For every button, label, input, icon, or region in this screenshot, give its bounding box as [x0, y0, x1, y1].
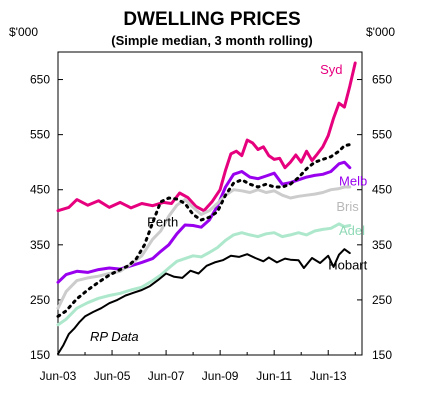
series-lines	[56, 61, 357, 355]
plot-area-frame	[57, 51, 363, 356]
series-line-perth	[56, 143, 352, 318]
x-tick-label: Jun-11	[256, 369, 292, 383]
x-tick-label: Jun-13	[310, 369, 347, 383]
series-label-adel: Adel	[339, 223, 365, 238]
series-line-melb	[56, 160, 352, 284]
y-tick-label-left: 250	[30, 293, 50, 307]
series-label-syd: Syd	[320, 62, 342, 77]
series-label-hobart: Hobart	[328, 258, 367, 273]
y-tick-label-left: 150	[30, 348, 50, 362]
series-line-bris	[56, 185, 352, 310]
left-axis-unit: $'000	[9, 25, 38, 39]
y-tick-label-right: 450	[372, 183, 392, 197]
series-line-adel	[56, 222, 352, 327]
chart-subtitle: (Simple median, 3 month rolling)	[111, 33, 313, 48]
y-tick-label-right: 350	[372, 238, 392, 252]
source-label: RP Data	[90, 329, 139, 344]
series-labels: Syd Melb Bris Adel Perth Hobart	[147, 62, 367, 273]
series-line-hobart	[57, 248, 351, 355]
y-tick-label-left: 350	[30, 238, 50, 252]
series-label-bris: Bris	[336, 199, 359, 214]
series-label-perth: Perth	[147, 215, 178, 230]
x-tick-label: Jun-05	[94, 369, 131, 383]
x-tick-label: Jun-03	[40, 369, 77, 383]
y-tick-label-right: 150	[372, 348, 392, 362]
y-tick-label-left: 650	[30, 73, 50, 87]
y-tick-label-right: 650	[372, 73, 392, 87]
y-tick-label-left: 450	[30, 183, 50, 197]
y-tick-label-left: 550	[30, 128, 50, 142]
chart-title: DWELLING PRICES	[123, 9, 300, 30]
x-tick-label: Jun-07	[148, 369, 185, 383]
series-line-syd	[56, 61, 357, 213]
axis-ticks: 150 150 250 250 350 350 450 450 550 550 650 650 Jun-…	[30, 73, 392, 383]
x-tick-label: Jun-09	[202, 369, 239, 383]
y-tick-label-right: 550	[372, 128, 392, 142]
series-label-melb: Melb	[339, 173, 367, 188]
right-axis-unit: $'000	[366, 25, 395, 39]
y-tick-label-right: 250	[372, 293, 392, 307]
